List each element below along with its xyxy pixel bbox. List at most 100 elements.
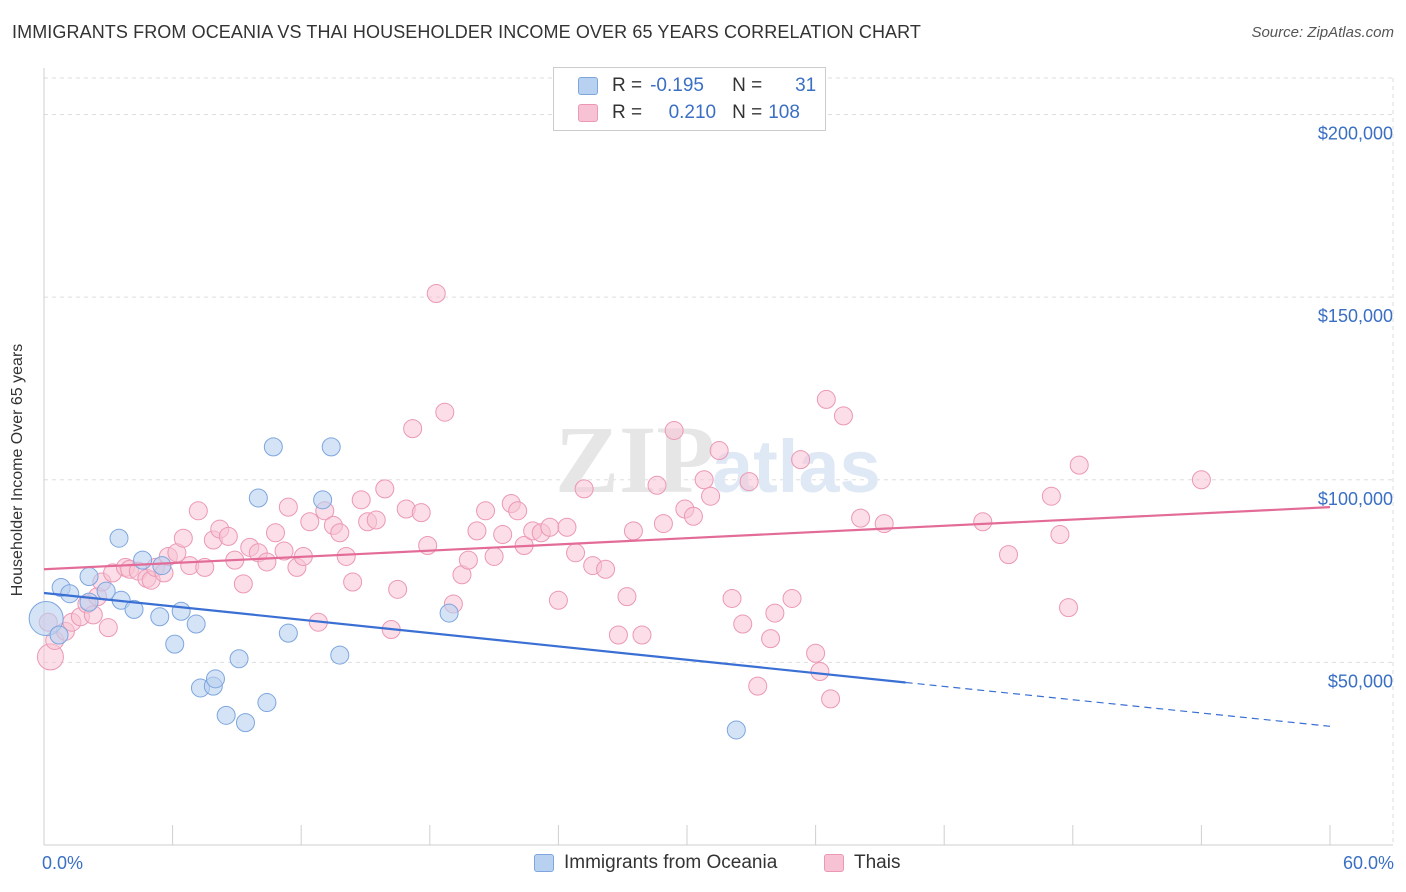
thais-point: [574, 479, 594, 499]
thais-point: [761, 629, 781, 649]
thais-point: [608, 625, 628, 645]
legend-r-value-thais: 0.210: [668, 102, 717, 123]
oceania-point: [124, 599, 144, 619]
oceania-point: [79, 567, 99, 587]
y-tick-label: $50,000: [1328, 671, 1393, 691]
oceania-point: [321, 437, 341, 457]
trend-lines: [43, 506, 1331, 727]
thais-point: [435, 402, 455, 422]
oceania-point: [109, 528, 129, 548]
oceania-point: [133, 550, 153, 570]
thais-point: [1059, 598, 1079, 618]
thais-point: [1069, 455, 1089, 475]
oceania-trend-extension: [905, 681, 1331, 727]
thais-point: [1191, 470, 1211, 490]
thais-point: [632, 625, 652, 645]
thais-point: [791, 450, 811, 470]
thais-point: [1041, 486, 1061, 506]
thais-point: [403, 419, 423, 439]
legend-n-value-thais: 108: [768, 102, 800, 123]
thais-point: [351, 490, 371, 510]
oceania-point: [248, 488, 268, 508]
thais-point: [722, 588, 742, 608]
thais-point: [336, 546, 356, 566]
x-tick-label-min: 0.0%: [42, 853, 84, 873]
thais-point: [806, 643, 826, 663]
legend-n-value-oceania: 31: [795, 75, 817, 96]
thais-point: [508, 501, 528, 521]
oceania-point: [216, 705, 236, 725]
oceania-point: [313, 490, 333, 510]
correlation-legend: R = -0.195 N = 31 R = 0.210 N = 108: [553, 67, 826, 131]
x-tick-label-max: 60.0%: [1342, 853, 1394, 873]
thais-point: [694, 470, 714, 490]
thais-point: [265, 523, 285, 543]
oceania-point: [79, 592, 99, 612]
oceania-point: [257, 693, 277, 713]
legend-n-label: N =: [732, 102, 763, 123]
legend-swatch-oceania: [578, 77, 598, 95]
oceania-point: [60, 584, 80, 604]
legend-label-oceania: Immigrants from Oceania: [564, 852, 778, 873]
thais-point: [467, 521, 487, 541]
thais-point: [426, 283, 446, 303]
thais-point: [218, 526, 238, 546]
legend-r-label: R =: [612, 75, 643, 96]
thais-point: [300, 512, 320, 532]
thais-point: [765, 603, 785, 623]
thais-point: [782, 588, 802, 608]
legend-row-thais: R = 0.210 N = 108: [578, 101, 802, 125]
thais-point: [366, 510, 386, 530]
oceania-point: [229, 649, 249, 669]
thais-point: [733, 614, 753, 634]
y-tick-label: $100,000: [1318, 489, 1393, 509]
oceania-point: [726, 720, 746, 740]
thais-point: [278, 497, 298, 517]
thais-point: [188, 501, 208, 521]
thais-point: [375, 479, 395, 499]
oceania-point: [171, 601, 191, 621]
oceania-point: [150, 607, 170, 627]
legend-r-value-oceania: -0.195: [650, 75, 704, 96]
oceania-point: [439, 603, 459, 623]
thais-point: [274, 541, 294, 561]
thais-point: [851, 508, 871, 528]
thais-point: [195, 557, 215, 577]
oceania-point: [235, 713, 255, 733]
legend-swatch-oceania: [534, 854, 554, 872]
thais-point: [1050, 525, 1070, 545]
oceania-point: [152, 556, 172, 576]
oceania-trend-line: [43, 591, 906, 684]
thais-point: [617, 587, 637, 607]
thais-point: [709, 441, 729, 461]
legend-swatch-thais: [824, 854, 844, 872]
thais-point: [493, 525, 513, 545]
thais-point: [739, 472, 759, 492]
thais-point: [458, 550, 478, 570]
thais-point: [484, 546, 504, 566]
thais-point: [98, 618, 118, 638]
thais-point: [647, 475, 667, 495]
thais-point: [596, 559, 616, 579]
thais-point: [411, 503, 431, 523]
thais-point: [999, 545, 1018, 565]
chart-title: IMMIGRANTS FROM OCEANIA VS THAI HOUSEHOL…: [12, 22, 922, 42]
thais-point: [233, 574, 253, 594]
oceania-point: [49, 625, 69, 645]
thais-point: [653, 514, 673, 534]
oceania-point: [263, 437, 283, 457]
thais-point: [257, 552, 277, 572]
thais-point: [821, 689, 841, 709]
series-legend: Immigrants from Oceania Thais: [0, 852, 1406, 876]
legend-swatch-thais: [578, 104, 598, 122]
thais-point: [566, 543, 586, 563]
y-tick-labels: $50,000 $100,000 $150,000 $200,000: [1318, 124, 1393, 692]
y-tick-label: $200,000: [1318, 124, 1393, 144]
thais-point: [833, 406, 853, 426]
oceania-point: [186, 614, 206, 634]
thais-point: [810, 662, 830, 682]
thais-point: [816, 389, 836, 409]
oceania-point: [165, 634, 185, 654]
legend-item-thais: Thais: [824, 852, 900, 874]
